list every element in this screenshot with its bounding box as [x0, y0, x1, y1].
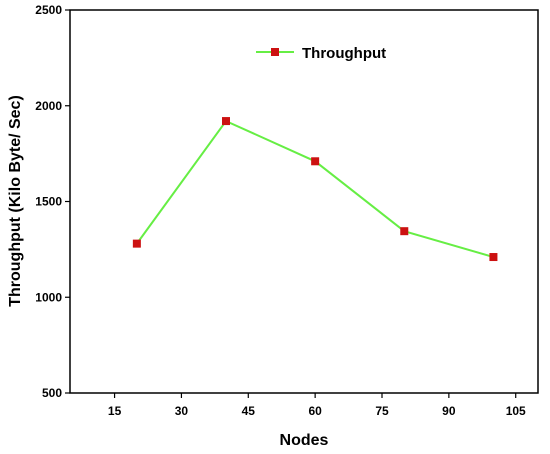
- series-layer: [132, 117, 498, 262]
- y-tick-label: 1500: [35, 195, 62, 209]
- y-axis-title: Throughput (Kilo Byte/ Sec): [7, 95, 24, 307]
- data-point: [132, 239, 141, 248]
- y-tick-label: 500: [42, 386, 62, 400]
- data-point: [311, 157, 320, 166]
- legend: Throughput: [256, 45, 386, 62]
- legend-marker-swatch: [271, 48, 279, 56]
- x-tick-label: 75: [375, 404, 389, 418]
- legend-label: Throughput: [302, 45, 386, 62]
- plot-frame: [69, 9, 539, 394]
- y-axis-ticks: 500 1000 1500 2000 2500: [35, 3, 70, 400]
- series-line: [136, 119, 494, 258]
- y-tick-label: 2500: [35, 3, 62, 17]
- x-tick-label: 15: [108, 404, 122, 418]
- x-axis-ticks: 15 30 45 60 75 90 105: [108, 393, 526, 418]
- data-point: [400, 227, 409, 236]
- data-point: [489, 253, 498, 262]
- x-tick-label: 60: [308, 404, 322, 418]
- y-tick-label: 2000: [35, 99, 62, 113]
- x-axis-title: Nodes: [280, 432, 329, 449]
- x-tick-label: 45: [242, 404, 256, 418]
- y-tick-label: 1000: [35, 290, 62, 304]
- data-point: [222, 117, 230, 126]
- x-tick-label: 105: [506, 404, 526, 418]
- x-tick-label: 90: [442, 404, 456, 418]
- x-tick-label: 30: [175, 404, 189, 418]
